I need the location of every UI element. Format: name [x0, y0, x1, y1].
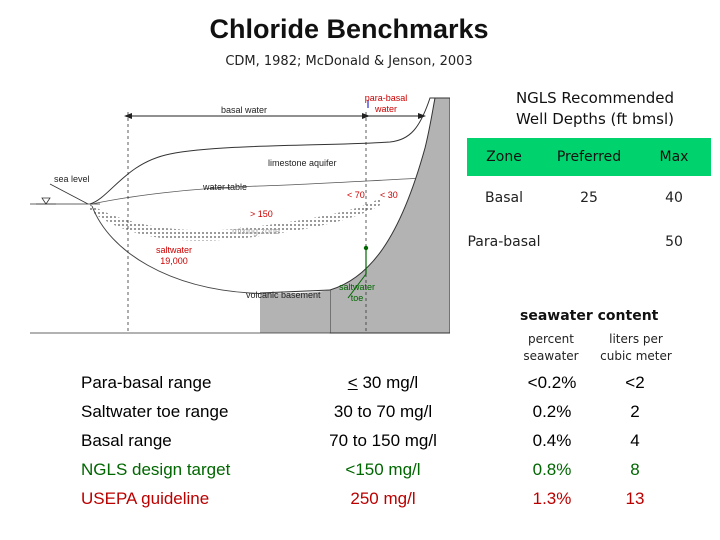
water-table-line	[91, 177, 426, 205]
concentration-value: 30 to 70 mg/l	[333, 402, 433, 421]
concentration-value: 70 to 150 mg/l	[329, 431, 437, 450]
benchmark-label: NGLS design target	[81, 460, 231, 479]
concentration-value: 30 mg/l	[357, 373, 419, 392]
seawater-content-heading: seawater content	[520, 308, 659, 324]
benchmark-concentration: 250 mg/l	[298, 489, 468, 509]
volcanic-basement-label: volcanic basement	[246, 290, 321, 300]
benchmark-concentration: 30 to 70 mg/l	[298, 402, 468, 422]
table-row: Para-basal range < 30 mg/l <0.2% <2	[0, 373, 720, 401]
page-title: Chloride Benchmarks	[209, 14, 489, 44]
liters-per-cubic-meter-header: liters per cubic meter	[600, 332, 672, 363]
ngls-preferred-cell: 25	[541, 176, 637, 220]
table-row: NGLS design target <150 mg/l 0.8% 8	[0, 460, 720, 488]
land-surface	[89, 97, 450, 205]
percent-seawater-header: percent seawater	[523, 332, 579, 363]
ngls-header-zone: Zone	[467, 138, 541, 176]
concentration-value: 250 mg/l	[350, 489, 416, 508]
benchmark-percent: 0.8%	[532, 460, 572, 479]
benchmark-percent: 0.4%	[532, 431, 572, 450]
table-row: Basal 25 40	[467, 176, 711, 220]
ngls-depth-table: Zone Preferred Max Basal 25 40 Para-basa…	[467, 138, 711, 264]
lt30-label: < 30	[380, 190, 398, 200]
benchmark-liters: 2	[630, 402, 640, 421]
ngls-zone-cell: Basal	[467, 176, 541, 220]
benchmark-label: Basal range	[81, 431, 172, 450]
mixing-zone	[90, 198, 382, 241]
less-than-or-equal-symbol: <	[347, 373, 358, 392]
limestone-aquifer-label: limestone aquifer	[268, 158, 337, 168]
saltwater-toe-marker	[363, 245, 369, 251]
basal-water-label: basal water	[221, 105, 268, 115]
ngls-preferred-cell	[541, 220, 637, 264]
gt150-label: > 150	[250, 209, 273, 219]
table-row: Basal range 70 to 150 mg/l 0.4% 4	[0, 431, 720, 459]
para-basal-water-label: para-basal water	[364, 93, 408, 114]
benchmark-liters: 13	[625, 489, 645, 508]
benchmark-label: USEPA guideline	[81, 489, 210, 508]
table-row: USEPA guideline 250 mg/l 1.3% 13	[0, 489, 720, 517]
ngls-max-cell: 40	[637, 176, 711, 220]
aquifer-cross-section	[30, 97, 450, 334]
lt70-label: < 70	[347, 190, 365, 200]
ngls-title: NGLS Recommended Well Depths (ft bmsl)	[515, 89, 675, 128]
ngls-header-row: Zone Preferred Max	[467, 138, 711, 176]
mixing-zone-label: mixing zone	[232, 226, 281, 236]
benchmark-concentration: < 30 mg/l	[298, 373, 468, 393]
benchmark-liters: <2	[625, 373, 645, 392]
ngls-header-max: Max	[637, 138, 711, 176]
benchmark-concentration: <150 mg/l	[298, 460, 468, 480]
benchmark-percent: 1.3%	[532, 489, 572, 508]
sea-level-icon	[41, 197, 51, 205]
ngls-max-cell: 50	[637, 220, 711, 264]
water-table-label: water table	[203, 182, 248, 192]
benchmark-liters: 4	[630, 431, 640, 450]
page-subtitle: CDM, 1982; McDonald & Jenson, 2003	[225, 54, 473, 69]
volcanic-basement	[329, 97, 450, 334]
sea-level-label: sea level	[54, 174, 90, 184]
ngls-zone-cell: Para-basal	[467, 220, 541, 264]
concentration-value: <150 mg/l	[345, 460, 421, 479]
table-row: Para-basal 50	[467, 220, 711, 264]
saltwater-toe-label: saltwater toe	[338, 282, 375, 303]
benchmark-percent: <0.2%	[527, 373, 577, 392]
benchmark-label: Para-basal range	[81, 373, 212, 392]
table-row: Saltwater toe range 30 to 70 mg/l 0.2% 2	[0, 402, 720, 430]
benchmark-label: Saltwater toe range	[81, 402, 229, 421]
saltwater-19000-label: saltwater 19,000	[155, 245, 192, 266]
benchmark-liters: 8	[630, 460, 640, 479]
ngls-header-preferred: Preferred	[541, 138, 637, 176]
benchmark-concentration: 70 to 150 mg/l	[298, 431, 468, 451]
benchmark-percent: 0.2%	[532, 402, 572, 421]
